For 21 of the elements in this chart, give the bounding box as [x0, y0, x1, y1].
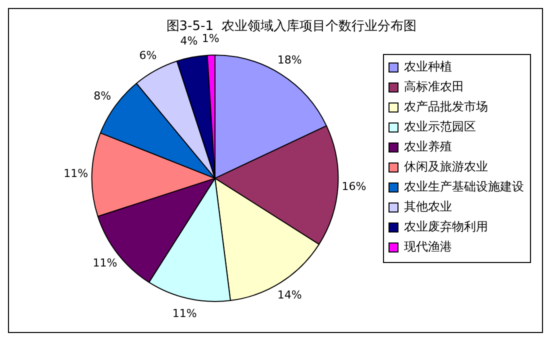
data-label: 1% — [202, 32, 220, 46]
legend-label: 高标准农田 — [404, 80, 464, 94]
chart-title: 图3-5-1 农业领域入库项目个数行业分布图 — [166, 19, 417, 34]
legend-label: 现代渔港 — [404, 240, 452, 254]
legend-label: 农业养殖 — [404, 140, 452, 154]
data-label: 6% — [139, 49, 157, 62]
legend-label: 农业生产基础设施建设 — [404, 180, 524, 194]
data-label: 16% — [342, 180, 366, 193]
legend-label: 农业废弃物利用 — [404, 220, 488, 234]
legend-label: 农产品批发市场 — [404, 100, 488, 114]
legend-label: 农业示范园区 — [404, 120, 476, 134]
data-label: 4% — [180, 34, 198, 48]
legend-label: 休闲及旅游农业 — [404, 160, 488, 174]
data-label: 14% — [277, 288, 302, 302]
legend-label: 农业种植 — [404, 60, 452, 74]
data-label: 11% — [64, 166, 88, 180]
legend-label: 其他农业 — [404, 200, 452, 214]
data-label: 8% — [94, 89, 112, 102]
data-label: 18% — [277, 54, 302, 67]
data-label: 11% — [92, 256, 118, 270]
data-label: 11% — [172, 307, 197, 320]
